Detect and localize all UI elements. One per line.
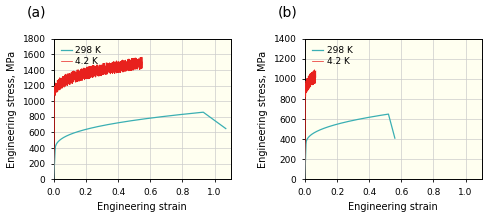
4.2 K — [109, 61, 115, 64]
4.2 K — [309, 81, 315, 83]
298 K — [390, 133, 396, 136]
Text: (a): (a) — [27, 5, 46, 19]
4.2 K — [301, 178, 307, 181]
298 K — [391, 137, 397, 140]
Line: 4.2 K: 4.2 K — [304, 70, 315, 179]
298 K — [308, 133, 314, 136]
298 K — [385, 113, 390, 115]
4.2 K — [61, 81, 67, 83]
X-axis label: Engineering strain: Engineering strain — [97, 202, 187, 212]
4.2 K — [123, 64, 129, 67]
298 K — [320, 127, 325, 130]
298 K — [59, 137, 65, 140]
298 K — [301, 178, 307, 181]
4.2 K — [312, 70, 318, 72]
4.2 K — [56, 80, 61, 83]
Legend: 298 K, 4.2 K: 298 K, 4.2 K — [58, 43, 104, 69]
298 K — [163, 115, 169, 118]
4.2 K — [109, 65, 115, 68]
4.2 K — [305, 88, 311, 90]
4.2 K — [311, 68, 317, 71]
4.2 K — [139, 66, 145, 69]
4.2 K — [305, 81, 310, 83]
Line: 298 K: 298 K — [304, 114, 394, 179]
4.2 K — [308, 75, 314, 78]
Text: (b): (b) — [277, 5, 297, 19]
298 K — [316, 129, 322, 131]
Legend: 298 K, 4.2 K: 298 K, 4.2 K — [309, 43, 354, 69]
298 K — [377, 114, 383, 117]
4.2 K — [51, 178, 57, 181]
298 K — [223, 127, 228, 130]
4.2 K — [308, 81, 314, 84]
4.2 K — [93, 71, 99, 74]
Line: 4.2 K: 4.2 K — [54, 57, 142, 179]
Line: 298 K: 298 K — [54, 112, 225, 179]
Y-axis label: Engineering stress, MPa: Engineering stress, MPa — [258, 51, 267, 168]
Y-axis label: Engineering stress, MPa: Engineering stress, MPa — [7, 51, 17, 168]
X-axis label: Engineering strain: Engineering strain — [347, 202, 437, 212]
298 K — [135, 118, 141, 121]
298 K — [98, 125, 103, 127]
298 K — [344, 120, 349, 123]
298 K — [200, 111, 206, 113]
298 K — [68, 133, 74, 135]
298 K — [150, 116, 156, 119]
298 K — [51, 178, 57, 181]
4.2 K — [139, 56, 144, 59]
4.2 K — [310, 73, 316, 76]
